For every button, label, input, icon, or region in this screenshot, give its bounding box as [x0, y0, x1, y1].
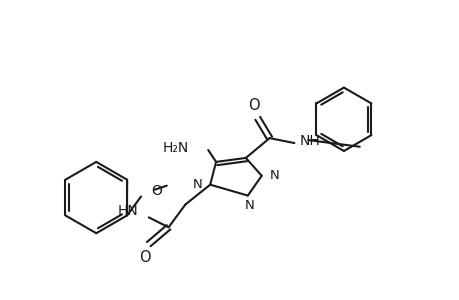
Text: O: O: [247, 98, 259, 113]
Text: N: N: [269, 169, 279, 182]
Text: N: N: [192, 178, 202, 191]
Text: NH: NH: [299, 134, 319, 148]
Text: H₂N: H₂N: [162, 141, 188, 155]
Text: N: N: [244, 199, 254, 212]
Text: HN: HN: [118, 204, 139, 218]
Text: O: O: [139, 250, 150, 265]
Text: O: O: [151, 184, 162, 198]
